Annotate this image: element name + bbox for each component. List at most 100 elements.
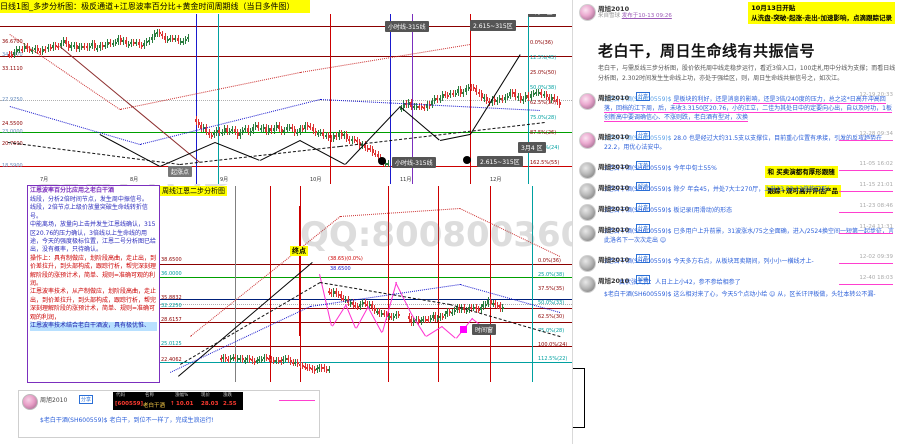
stock-quote-box: 代码 名称 涨幅% 现价 涨跌 [600559] 老白干酒 ↑ 10.01 28…	[113, 392, 243, 410]
candle	[501, 95, 504, 103]
trend-line	[426, 326, 443, 337]
candle	[519, 93, 522, 104]
candle	[468, 304, 470, 313]
candle	[44, 45, 47, 53]
candle	[449, 90, 452, 99]
axis-label: 25.0%(50)	[530, 70, 557, 76]
candle	[506, 92, 509, 100]
reply-badge[interactable]: 分享	[636, 203, 651, 212]
candle	[138, 39, 140, 48]
trend-line	[459, 208, 560, 257]
candle	[202, 124, 205, 133]
reply-username[interactable]: 周旭2010	[598, 163, 630, 171]
avatar[interactable]	[579, 255, 596, 272]
candle	[270, 124, 273, 134]
reply-username[interactable]: 周旭2010	[598, 277, 630, 285]
candle	[458, 303, 461, 313]
callout-line1: 和 买卖演都有厚形跟随	[764, 166, 838, 178]
reply-body: $老白干酒(SH600559)$ 已多用户上升前景，31波涨水/75之全面确，进…	[604, 228, 895, 244]
avatar[interactable]	[579, 183, 596, 200]
candle	[410, 316, 413, 326]
reply-badge[interactable]: 分享	[636, 131, 651, 140]
reply-badge[interactable]: 分享	[636, 224, 651, 233]
candle	[140, 41, 143, 50]
candle	[28, 46, 31, 54]
candle	[371, 146, 374, 156]
candle	[412, 316, 415, 326]
trend-line	[300, 44, 471, 73]
candle	[366, 145, 369, 153]
candle	[359, 300, 362, 311]
candle	[301, 125, 304, 133]
candle	[229, 355, 232, 364]
post-username[interactable]: 周旭2010	[598, 5, 630, 13]
ticker-username[interactable]: 周旭2010	[40, 397, 68, 404]
reply-item: 周旭2010 分享 12-28 09:34 $老白干酒(SH600559)$ 2…	[573, 128, 900, 154]
reply-username[interactable]: 周旭2010	[598, 94, 630, 102]
candle	[205, 124, 208, 135]
reply-badge[interactable]: 分享	[636, 254, 651, 263]
candle	[49, 43, 52, 52]
candle	[293, 126, 296, 136]
candle	[169, 35, 172, 43]
hover-tooltip: 12:48 12:53 的了物流、们	[573, 368, 585, 428]
candle	[410, 99, 413, 110]
candle	[388, 312, 390, 321]
forum-thread-panel[interactable]: 周旭2010 来自雪球 发布于10-13 09:26 10月13日开贴 从洗盘-…	[572, 0, 900, 444]
avatar[interactable]	[579, 204, 596, 221]
reply-badge[interactable]: 下单	[636, 161, 651, 170]
reply-username[interactable]: 周旭2010	[598, 133, 630, 141]
axis-label: (38.65)(0.0%)	[328, 256, 363, 262]
candle	[364, 140, 366, 152]
reply-timestamp-underline	[839, 170, 893, 171]
candle	[218, 126, 221, 137]
candle	[282, 356, 285, 364]
candle	[366, 300, 369, 309]
reply-username[interactable]: 周旭2010	[598, 184, 630, 192]
candle	[439, 312, 442, 322]
grid-vline	[438, 186, 439, 382]
candle	[278, 121, 281, 132]
post-publish-time[interactable]: 发布于10-13 09:26	[621, 13, 672, 19]
candle	[496, 301, 499, 309]
avatar[interactable]	[579, 162, 596, 179]
reply-badge[interactable]: 解读	[636, 182, 651, 191]
candle	[70, 41, 73, 52]
avatar[interactable]	[579, 225, 596, 242]
candle	[263, 354, 266, 362]
candle	[441, 90, 444, 101]
reply-badge[interactable]: 分享	[636, 92, 651, 101]
reply-badge[interactable]: 解读	[636, 275, 651, 284]
candle	[277, 356, 280, 364]
candle	[344, 295, 347, 304]
candle	[260, 355, 263, 363]
candle	[429, 314, 432, 323]
candle	[504, 93, 506, 103]
avatar[interactable]	[579, 93, 596, 110]
daily-kline-chart[interactable]: 36.670034.507033.111027.975024.550023.00…	[0, 14, 572, 184]
chart-annotation: 3月4 区	[518, 142, 546, 153]
candle	[340, 291, 342, 301]
weekly-gann-chart[interactable]: 38.6500 36.0000 35.8832 32.2250 28.6157 25.01…	[160, 186, 572, 382]
reply-timestamp-underline	[839, 212, 893, 213]
avatar[interactable]	[579, 276, 596, 293]
candle	[166, 35, 169, 44]
avatar[interactable]	[579, 4, 596, 21]
candle	[251, 355, 254, 364]
reply-username[interactable]: 周旭2010	[598, 256, 630, 264]
reply-username[interactable]: 周旭2010	[598, 205, 630, 213]
grid-vline	[300, 186, 301, 382]
reply-username[interactable]: 周旭2010	[598, 226, 630, 234]
candle	[415, 102, 418, 110]
axis-label: 11月	[400, 177, 412, 183]
axis-label: 28.6157	[161, 317, 182, 323]
trend-line	[299, 140, 345, 165]
reply-stock-link[interactable]: $老白干酒(SH600559)$	[604, 96, 672, 103]
reply-stock-link[interactable]: $老白干酒(SH600559)$	[604, 135, 672, 142]
avatar[interactable]	[579, 132, 596, 149]
grid-line	[160, 308, 572, 309]
grid-line	[160, 304, 572, 305]
candle	[454, 89, 457, 98]
candle	[135, 39, 138, 47]
ticker-badge[interactable]: 分享	[79, 395, 94, 404]
